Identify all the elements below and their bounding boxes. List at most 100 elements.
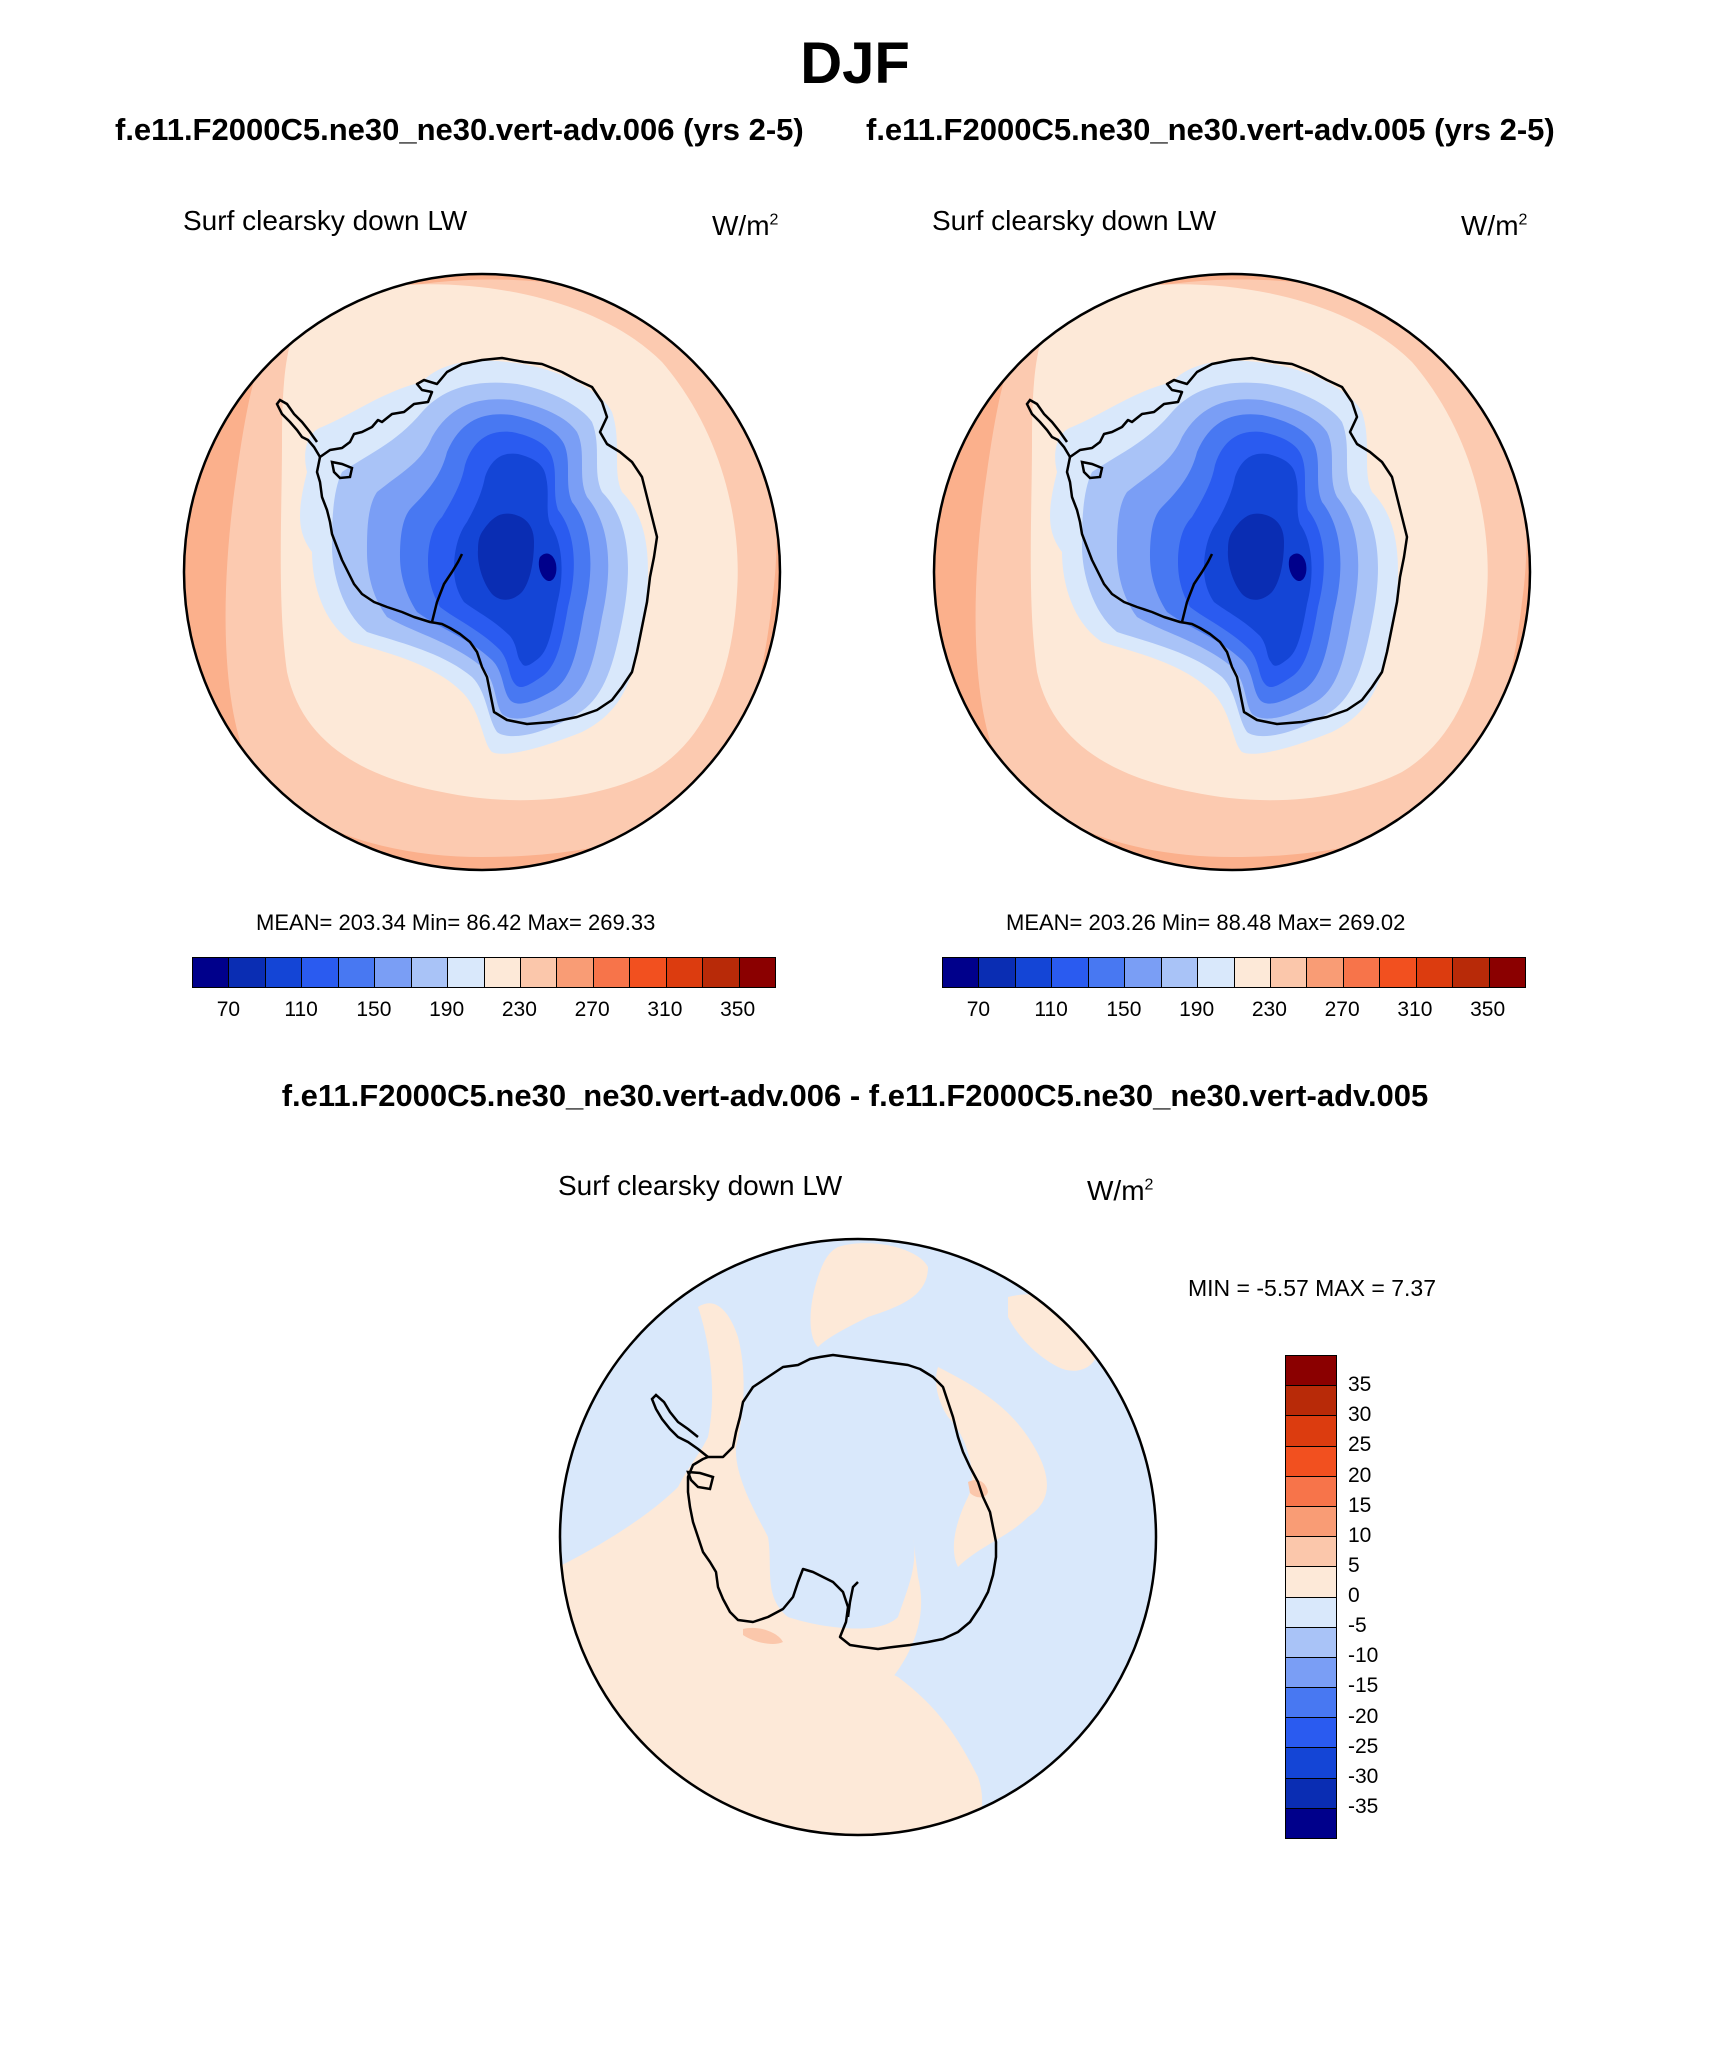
diff-hot-spot: [968, 1480, 988, 1498]
diff-positive-region-north: [810, 1243, 928, 1347]
colorbar-tick-label: -30: [1348, 1764, 1379, 1788]
ross-ice-shelf-edge: [1180, 553, 1214, 623]
map-boundary: [182, 272, 782, 872]
colorbar-swatch: [1286, 1778, 1336, 1809]
weddell-ice-shelf-edge: [686, 1470, 715, 1491]
right-colorbar: [942, 957, 1526, 988]
left-variable-label: Surf clearsky down LW: [183, 205, 468, 236]
colorbar-tick-label: 230: [1251, 998, 1287, 1021]
right-variable-label: Surf clearsky down LW: [932, 205, 1217, 236]
colorbar-swatch: [1286, 1386, 1336, 1417]
colorbar-swatch: [1453, 958, 1490, 987]
colorbar-swatch: [1286, 1356, 1336, 1387]
colorbar-tick-label: -15: [1348, 1674, 1379, 1698]
weddell-ice-shelf-edge: [330, 460, 354, 480]
antarctica-dome-c: [1288, 553, 1307, 582]
colorbar-tick-label: 190: [429, 998, 465, 1021]
diff-colorbar-ticks: 35 30 25 20 15 10 5 0 -5 -10 -15 -20 -25 -30 -35: [1348, 1355, 1428, 1837]
colorbar-tick-label: 190: [1179, 998, 1215, 1021]
left-units-label: W/m2: [712, 210, 779, 241]
colorbar-swatch: [1286, 1567, 1336, 1598]
colorbar-tick-label: 350: [1470, 998, 1506, 1021]
colorbar-swatch: [375, 958, 412, 987]
colorbar-swatch: [265, 958, 303, 987]
diff-positive-region-east: [936, 1367, 1047, 1567]
colorbar-swatch: [1286, 1597, 1336, 1628]
right-stats: MEAN= 203.26 Min= 88.48 Max= 269.02: [1006, 910, 1406, 935]
colorbar-swatch: [229, 958, 266, 987]
colorbar-swatch: [338, 958, 376, 987]
colorbar-swatch: [1489, 958, 1525, 987]
colorbar-tick-label: 350: [720, 998, 756, 1021]
colorbar-swatch: [193, 958, 230, 987]
colorbar-swatch: [557, 958, 594, 987]
colorbar-swatch: [1088, 958, 1126, 987]
diff-map: [558, 1237, 1158, 1837]
left-stats: MEAN= 203.34 Min= 86.42 Max= 269.33: [256, 910, 656, 935]
diff-hot-spot-2: [743, 1627, 783, 1645]
weddell-ice-shelf-edge: [1080, 460, 1104, 480]
diff-case-title: f.e11.F2000C5.ne30_ne30.vert-adv.006 - f…: [281, 1078, 1429, 1113]
colorbar-swatch: [1286, 1416, 1336, 1447]
colorbar-tick-label: 20: [1348, 1463, 1372, 1487]
colorbar-swatch: [1270, 958, 1308, 987]
colorbar-swatch: [520, 958, 558, 987]
antarctic-peninsula: [1025, 398, 1072, 458]
colorbar-swatch: [1416, 958, 1454, 987]
colorbar-swatch: [739, 958, 775, 987]
right-colorbar-ticks: 70 110 150 190 230 270 310 350: [942, 998, 1524, 1026]
left-colorbar-ticks: 70 110 150 190 230 270 310 350: [192, 998, 774, 1026]
diff-variable-label: Surf clearsky down LW: [558, 1170, 843, 1201]
colorbar-swatch: [1015, 958, 1053, 987]
colorbar-tick-label: 25: [1348, 1433, 1372, 1457]
colorbar-swatch: [448, 958, 485, 987]
diff-minmax: MIN = -5.57 MAX = 7.37: [1188, 1275, 1437, 1301]
left-map: [182, 272, 782, 872]
colorbar-swatch: [1286, 1627, 1336, 1658]
coastline: [315, 356, 659, 726]
colorbar-swatch: [666, 958, 704, 987]
colorbar-swatch: [979, 958, 1016, 987]
ross-ice-shelf-edge: [846, 1581, 859, 1618]
colorbar-tick-label: 70: [216, 998, 241, 1021]
coastline: [1065, 356, 1409, 726]
colorbar-swatch: [1286, 1446, 1336, 1477]
colorbar-tick-label: 5: [1348, 1553, 1360, 1577]
colorbar-tick-label: 10: [1348, 1523, 1372, 1547]
colorbar-tick-label: 310: [1397, 998, 1433, 1021]
colorbar-tick-label: 15: [1348, 1493, 1372, 1517]
colorbar-tick-label: 0: [1348, 1584, 1360, 1607]
antarctica-ice-min: [1227, 513, 1284, 600]
colorbar-swatch: [1161, 958, 1199, 987]
colorbar-tick-label: -25: [1348, 1734, 1379, 1758]
colorbar-swatch: [411, 958, 449, 987]
colorbar-swatch: [593, 958, 631, 987]
colorbar-tick-label: 110: [1034, 998, 1068, 1021]
colorbar-swatch: [302, 958, 339, 987]
antarctica-ice-min: [477, 513, 534, 600]
right-units-label: W/m2: [1461, 210, 1528, 241]
colorbar-tick-label: 270: [574, 998, 610, 1021]
antarctic-peninsula: [650, 1393, 709, 1458]
colorbar-tick-label: 230: [501, 998, 537, 1021]
colorbar-swatch: [1234, 958, 1271, 987]
colorbar-swatch: [703, 958, 740, 987]
colorbar-swatch: [1343, 958, 1381, 987]
antarctica-dome-c: [538, 553, 557, 582]
colorbar-tick-label: 30: [1348, 1403, 1372, 1427]
map-boundary: [932, 272, 1532, 872]
colorbar-swatch: [1286, 1476, 1336, 1507]
colorbar-swatch: [1286, 1506, 1336, 1538]
colorbar-tick-label: 270: [1324, 998, 1360, 1021]
colorbar-tick-label: -20: [1348, 1704, 1379, 1728]
figure-title: DJF: [800, 31, 910, 96]
antarctic-peninsula: [275, 398, 322, 458]
colorbar-swatch: [1198, 958, 1235, 987]
colorbar-swatch: [1286, 1718, 1336, 1749]
diff-units-label: W/m2: [1087, 1175, 1154, 1206]
colorbar-tick-label: -5: [1348, 1614, 1367, 1638]
ross-ice-shelf-edge: [430, 553, 464, 623]
colorbar-tick-label: 70: [966, 998, 991, 1021]
colorbar-swatch: [1380, 958, 1417, 987]
colorbar-swatch: [484, 958, 521, 987]
